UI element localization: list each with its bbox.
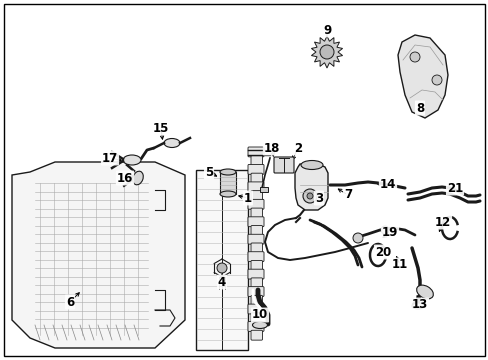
- FancyBboxPatch shape: [250, 295, 262, 305]
- Circle shape: [319, 45, 333, 59]
- Ellipse shape: [220, 191, 236, 197]
- Polygon shape: [12, 162, 184, 348]
- Ellipse shape: [301, 161, 323, 170]
- Text: 17: 17: [102, 152, 118, 165]
- Text: 3: 3: [314, 192, 323, 204]
- FancyBboxPatch shape: [247, 252, 264, 262]
- Bar: [260, 187, 267, 192]
- FancyBboxPatch shape: [273, 157, 293, 173]
- Ellipse shape: [411, 303, 423, 309]
- Circle shape: [306, 193, 312, 199]
- FancyBboxPatch shape: [250, 260, 262, 270]
- Text: 2: 2: [293, 141, 302, 154]
- Text: 13: 13: [411, 298, 427, 311]
- Text: 5: 5: [204, 166, 213, 179]
- Text: 20: 20: [374, 246, 390, 258]
- Text: 9: 9: [322, 23, 330, 36]
- FancyBboxPatch shape: [247, 147, 264, 157]
- Text: 15: 15: [153, 122, 169, 135]
- Circle shape: [380, 226, 388, 234]
- Circle shape: [431, 75, 441, 85]
- Text: 10: 10: [251, 309, 267, 321]
- FancyBboxPatch shape: [247, 182, 264, 192]
- Text: 19: 19: [381, 225, 397, 238]
- FancyBboxPatch shape: [247, 165, 264, 174]
- Text: 14: 14: [379, 179, 395, 192]
- Text: 7: 7: [343, 189, 351, 202]
- FancyBboxPatch shape: [247, 287, 264, 297]
- Polygon shape: [397, 35, 447, 118]
- FancyBboxPatch shape: [250, 330, 262, 340]
- FancyBboxPatch shape: [247, 321, 264, 332]
- FancyBboxPatch shape: [247, 234, 264, 244]
- Bar: [220, 172, 236, 194]
- Ellipse shape: [252, 321, 267, 328]
- Text: 11: 11: [391, 258, 407, 271]
- Text: 4: 4: [218, 275, 225, 288]
- Circle shape: [409, 52, 419, 62]
- FancyBboxPatch shape: [247, 269, 264, 279]
- Text: 18: 18: [263, 141, 280, 154]
- Ellipse shape: [416, 285, 432, 299]
- Circle shape: [217, 263, 226, 273]
- Text: 16: 16: [117, 171, 133, 184]
- Text: 6: 6: [66, 296, 74, 309]
- FancyBboxPatch shape: [250, 191, 262, 201]
- FancyBboxPatch shape: [247, 304, 264, 314]
- Text: 8: 8: [415, 102, 423, 114]
- Ellipse shape: [220, 169, 236, 175]
- FancyBboxPatch shape: [250, 278, 262, 288]
- Circle shape: [303, 189, 316, 203]
- FancyBboxPatch shape: [250, 173, 262, 183]
- FancyBboxPatch shape: [250, 313, 262, 323]
- Ellipse shape: [132, 171, 143, 185]
- Text: 21: 21: [446, 181, 462, 194]
- Ellipse shape: [163, 139, 180, 148]
- FancyBboxPatch shape: [250, 243, 262, 253]
- FancyBboxPatch shape: [250, 208, 262, 218]
- Circle shape: [352, 233, 362, 243]
- FancyBboxPatch shape: [247, 217, 264, 227]
- Polygon shape: [294, 164, 327, 210]
- FancyBboxPatch shape: [250, 156, 262, 166]
- Text: 1: 1: [244, 192, 251, 204]
- Polygon shape: [311, 36, 342, 68]
- FancyBboxPatch shape: [247, 199, 264, 209]
- Ellipse shape: [123, 155, 141, 165]
- Text: 12: 12: [434, 216, 450, 229]
- Bar: [196, 170, 247, 350]
- FancyBboxPatch shape: [250, 226, 262, 235]
